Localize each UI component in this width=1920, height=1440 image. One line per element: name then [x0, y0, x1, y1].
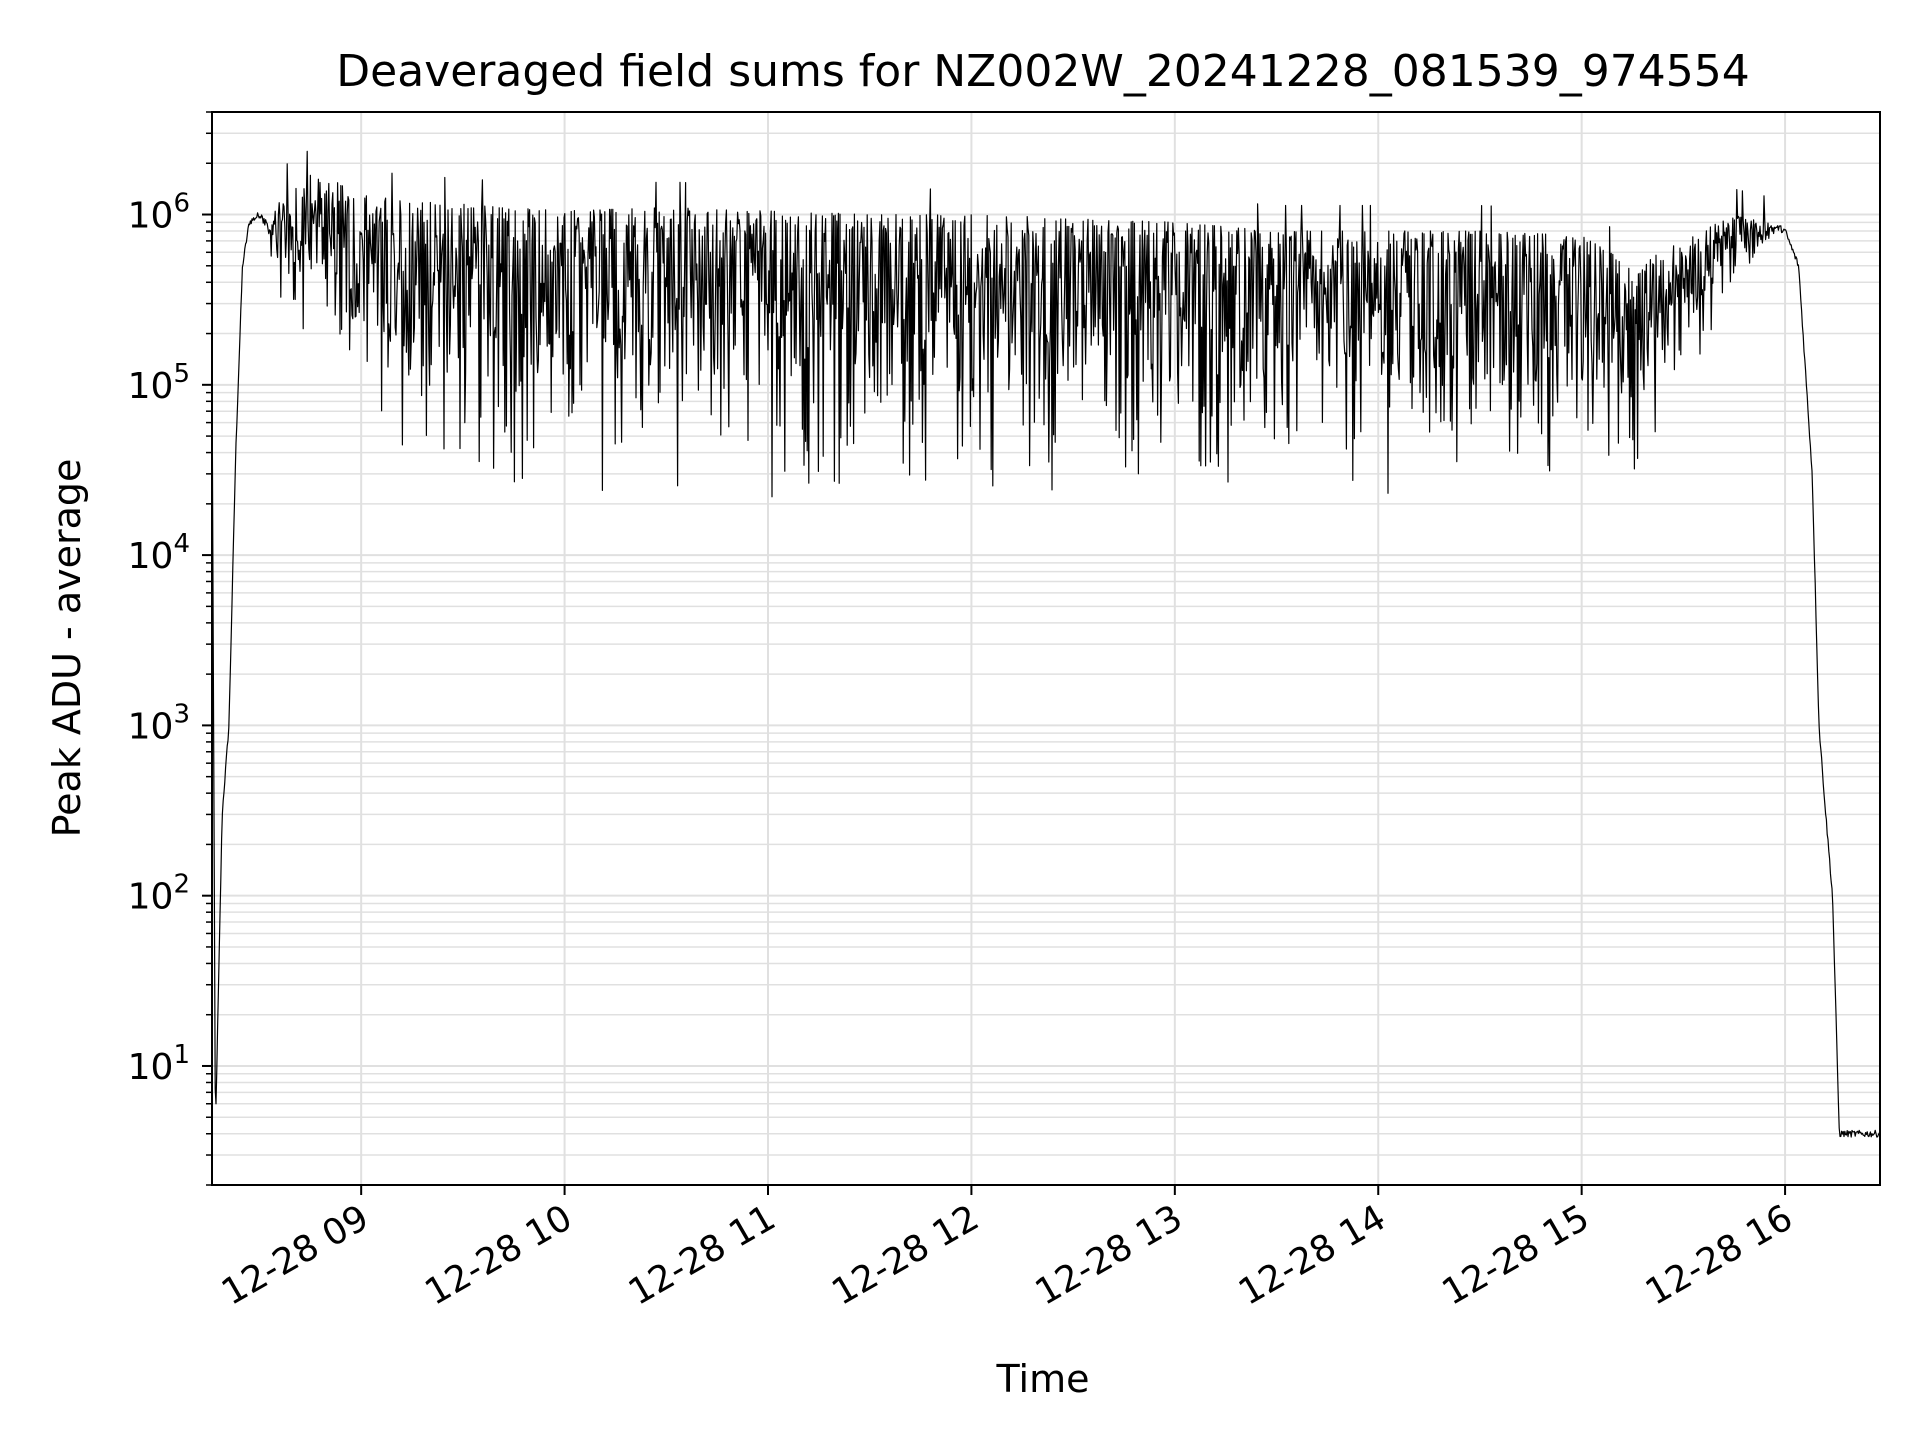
y-tick-label: 105 — [128, 359, 190, 407]
y-tick-label: 101 — [128, 1040, 190, 1088]
plot-frame — [211, 111, 1881, 1186]
x-axis-label: Time — [996, 1357, 1090, 1401]
grid — [212, 111, 1880, 1186]
y-tick-label: 106 — [128, 189, 190, 237]
plot-area — [211, 150, 1881, 1138]
y-tick-label: 104 — [128, 529, 190, 577]
y-tick-label: 103 — [128, 699, 190, 747]
y-axis-label: Peak ADU - average — [45, 459, 89, 838]
series-line — [211, 150, 1881, 1138]
y-tick-label: 102 — [128, 870, 190, 918]
chart-title: Deaveraged field sums for NZ002W_2024122… — [336, 46, 1749, 97]
